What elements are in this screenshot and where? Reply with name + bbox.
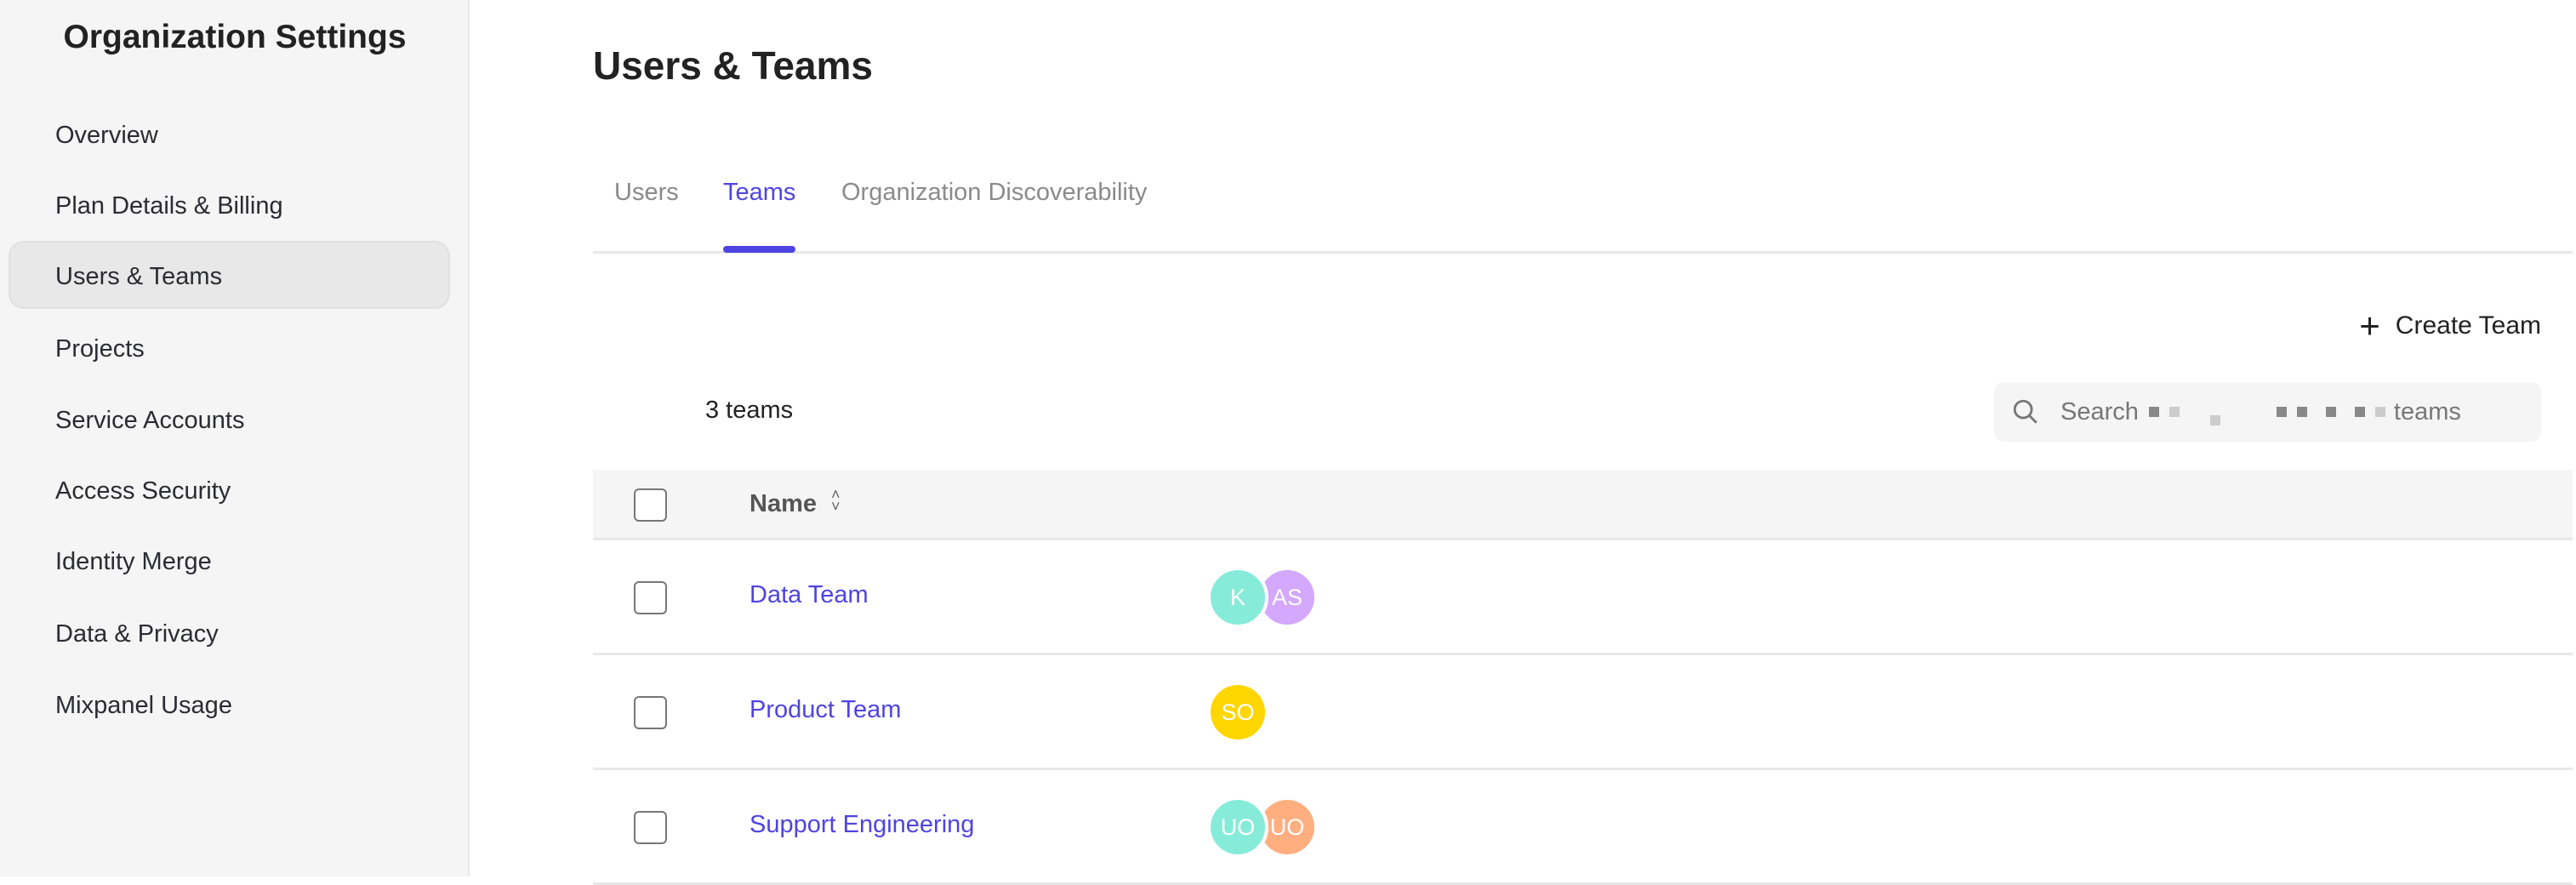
sidebar-item-plan-billing[interactable]: Plan Details & Billing xyxy=(55,192,283,220)
search-placeholder-prefix: Search xyxy=(2060,397,2139,425)
create-team-label: Create Team xyxy=(2395,311,2541,340)
sidebar: Organization Settings Overview Plan Deta… xyxy=(0,0,470,876)
tab-users[interactable]: Users xyxy=(614,179,679,206)
team-name-link[interactable]: Product Team xyxy=(749,696,902,723)
plus-icon: + xyxy=(2359,305,2380,345)
table-row: Support Engineering UO UO xyxy=(593,770,2573,885)
sort-icon[interactable]: ˄ ˅ xyxy=(831,486,841,515)
row-checkbox[interactable] xyxy=(634,581,667,614)
table-header: Name ˄ ˅ xyxy=(593,470,2573,540)
search-input[interactable]: Search teams xyxy=(1994,382,2541,442)
tab-organization-discoverability[interactable]: Organization Discoverability xyxy=(841,179,1148,206)
tab-teams[interactable]: Teams xyxy=(723,179,796,206)
avatar: SO xyxy=(1207,682,1268,743)
sidebar-item-mixpanel-usage[interactable]: Mixpanel Usage xyxy=(55,692,232,719)
select-all-checkbox[interactable] xyxy=(634,488,667,522)
team-name-link[interactable]: Data Team xyxy=(749,581,869,608)
sidebar-item-service-accounts[interactable]: Service Accounts xyxy=(55,407,245,434)
row-checkbox[interactable] xyxy=(634,811,667,844)
sidebar-title: Organization Settings xyxy=(63,19,407,55)
create-team-button[interactable]: + Create Team xyxy=(2359,308,2541,344)
avatar: UO xyxy=(1207,796,1268,858)
active-tab-indicator xyxy=(723,246,795,253)
sidebar-item-identity-merge[interactable]: Identity Merge xyxy=(55,548,212,575)
sidebar-item-projects[interactable]: Projects xyxy=(55,335,145,363)
column-header-name[interactable]: Name xyxy=(749,490,817,517)
page-title: Users & Teams xyxy=(593,43,873,88)
table-row: Data Team K AS xyxy=(593,540,2573,655)
search-placeholder-suffix: teams xyxy=(2393,397,2461,425)
sidebar-item-users-teams[interactable]: Users & Teams xyxy=(9,241,450,309)
tab-bar: Users Teams Organization Discoverability xyxy=(593,170,2573,254)
sidebar-item-access-security[interactable]: Access Security xyxy=(55,477,231,505)
row-checkbox[interactable] xyxy=(634,696,667,729)
sidebar-item-overview[interactable]: Overview xyxy=(55,122,158,149)
avatar: K xyxy=(1207,567,1268,628)
team-name-link[interactable]: Support Engineering xyxy=(749,811,975,838)
table-row: Product Team SO xyxy=(593,655,2573,770)
team-count: 3 teams xyxy=(705,397,794,424)
search-icon xyxy=(2013,399,2037,424)
sidebar-item-data-privacy[interactable]: Data & Privacy xyxy=(55,620,219,648)
